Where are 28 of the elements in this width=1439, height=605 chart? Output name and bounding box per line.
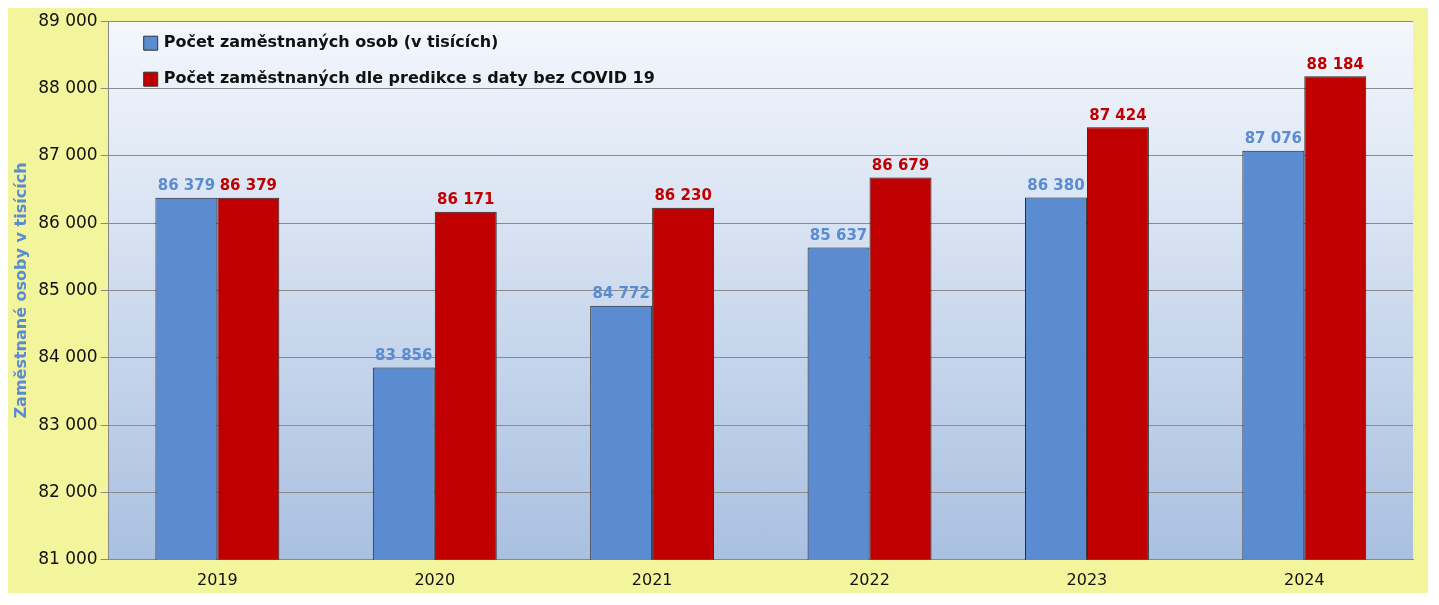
data-label: 86 379: [157, 176, 216, 195]
x-tick-label: 2023: [1066, 569, 1108, 589]
y-tick-label: 87 000: [38, 144, 98, 165]
data-label: 86 380: [1027, 175, 1085, 194]
data-label: 86 679: [871, 155, 930, 174]
data-label: 87 424: [1089, 105, 1147, 124]
y-tick-label: 85 000: [38, 278, 98, 299]
y-tick-label: 86 000: [38, 211, 98, 232]
y-tick-label: 88 000: [38, 76, 98, 97]
x-tick-label: 2021: [631, 569, 673, 589]
x-tick-label: 2024: [1283, 569, 1325, 589]
x-tick-label: 2022: [849, 569, 890, 589]
y-tick-label: 89 000: [38, 9, 98, 30]
y-axis-title: Zaměstnané osoby v tisících: [10, 162, 30, 419]
x-tick-label: 2019: [197, 569, 238, 589]
data-label: 88 184: [1306, 54, 1364, 73]
y-tick-label: 84 000: [38, 346, 98, 367]
y-tick-label: 81 000: [38, 548, 98, 569]
data-label: 85 637: [809, 226, 868, 244]
data-label: 86 230: [654, 186, 712, 205]
data-label: 86 379: [219, 176, 278, 195]
y-tick-label: 82 000: [38, 480, 98, 501]
y-tick-label: 83 000: [38, 413, 98, 434]
data-label: 87 076: [1244, 129, 1303, 148]
legend-label: Počet zaměstnaných osob (v tisících): [163, 32, 499, 52]
legend-label: Počet zaměstnaných dle predikce s daty bez COVID 19: [163, 68, 655, 88]
data-label: 86 171: [437, 190, 495, 209]
x-tick-label: 2020: [414, 569, 456, 589]
